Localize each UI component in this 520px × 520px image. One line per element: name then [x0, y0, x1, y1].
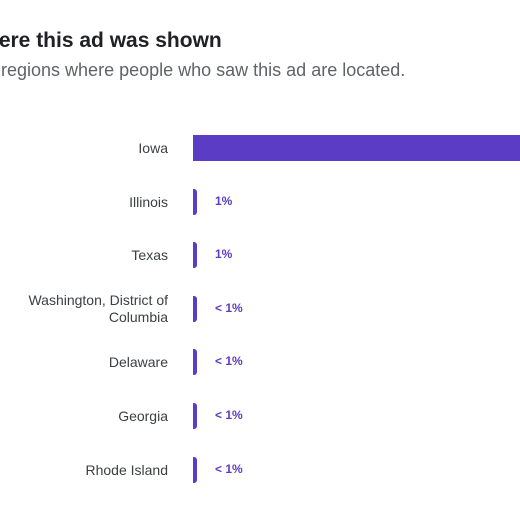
region-label: Washington, District of Columbia [28, 292, 168, 325]
region-label: Texas [131, 246, 168, 263]
region-label: Georgia [118, 407, 168, 424]
region-label: Rhode Island [85, 461, 168, 478]
region-percent-label: < 1% [215, 462, 243, 476]
region-bar [193, 349, 197, 375]
region-label: Iowa [138, 139, 168, 156]
region-percent-label: 1% [215, 247, 233, 261]
region-label: Delaware [108, 353, 168, 370]
region-bar [193, 189, 197, 215]
region-bar [193, 457, 197, 483]
section-title: here this ad was shown [0, 29, 222, 52]
region-bar [193, 135, 520, 161]
region-percent-label: < 1% [215, 301, 243, 315]
region-percent-label: 1% [215, 194, 233, 208]
region-label: Illinois [129, 193, 168, 210]
region-percent-label: < 1% [215, 354, 243, 368]
section-subtitle: e regions where people who saw this ad a… [0, 60, 406, 80]
region-bar [193, 296, 197, 322]
region-percent-label: < 1% [215, 408, 243, 422]
region-bar [193, 242, 197, 268]
region-bar [193, 403, 197, 429]
